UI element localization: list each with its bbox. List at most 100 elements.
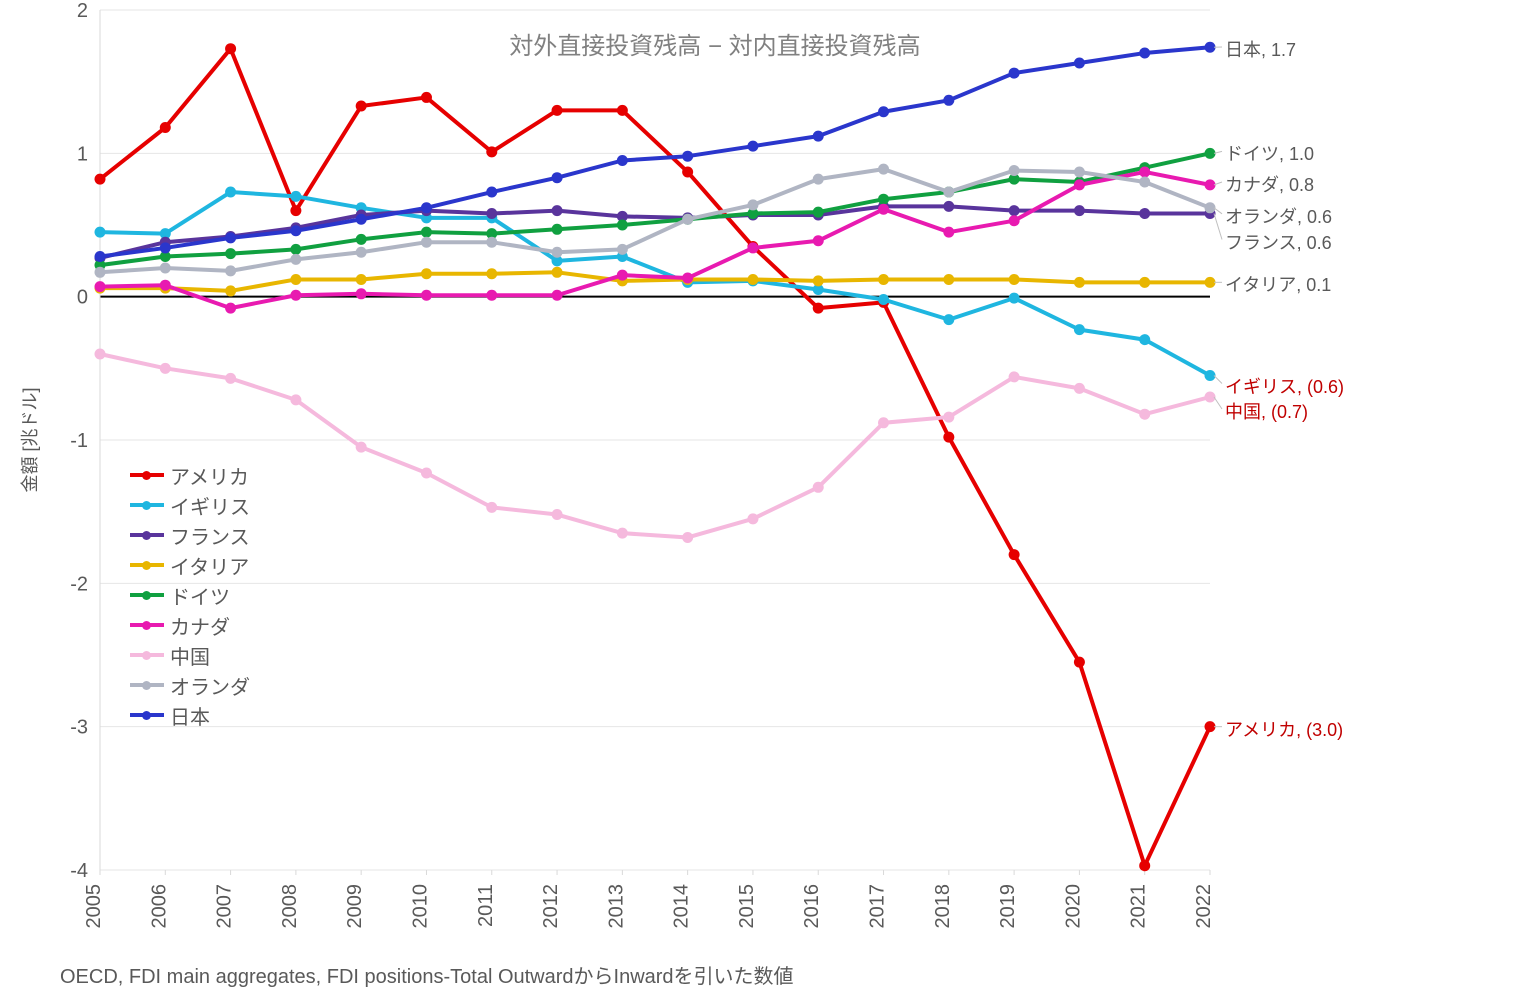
y-tick-label: 0 — [77, 287, 88, 309]
series-marker-italy — [421, 268, 432, 279]
series-marker-usa — [225, 43, 236, 54]
series-marker-china — [356, 442, 367, 453]
series-marker-netherlands — [878, 164, 889, 175]
series-marker-canada — [1205, 179, 1216, 190]
legend-swatch — [130, 533, 164, 537]
y-tick-label: -4 — [70, 860, 88, 882]
series-marker-china — [617, 528, 628, 539]
x-tick-label: 2021 — [1128, 884, 1150, 929]
series-marker-canada — [747, 242, 758, 253]
x-tick-label: 2005 — [83, 884, 105, 929]
end-label-leader — [1214, 397, 1222, 409]
series-marker-france — [1139, 208, 1150, 219]
series-marker-japan — [160, 242, 171, 253]
series-marker-uk — [878, 294, 889, 305]
series-marker-italy — [290, 274, 301, 285]
series-marker-usa — [1139, 860, 1150, 871]
series-marker-uk — [943, 314, 954, 325]
series-marker-usa — [290, 205, 301, 216]
x-tick-label: 2010 — [409, 884, 431, 929]
legend-label: 日本 — [170, 701, 210, 730]
series-marker-canada — [95, 281, 106, 292]
y-tick-label: -1 — [70, 430, 88, 452]
legend-swatch — [130, 683, 164, 687]
series-marker-italy — [225, 285, 236, 296]
series-marker-uk — [1139, 334, 1150, 345]
y-axis-label: 金額 [兆ドル] — [20, 387, 40, 492]
series-marker-canada — [552, 290, 563, 301]
series-marker-canada — [943, 227, 954, 238]
x-tick-label: 2022 — [1193, 884, 1215, 929]
series-marker-uk — [1074, 324, 1085, 335]
series-marker-china — [421, 467, 432, 478]
legend-item-canada: カナダ — [130, 610, 250, 640]
end-label-canada: カナダ, 0.8 — [1225, 171, 1314, 197]
legend-item-germany: ドイツ — [130, 580, 250, 610]
legend-label: 中国 — [170, 641, 210, 670]
series-marker-netherlands — [225, 265, 236, 276]
series-marker-uk — [95, 227, 106, 238]
series-marker-japan — [290, 225, 301, 236]
series-marker-china — [1074, 383, 1085, 394]
legend-swatch — [130, 473, 164, 477]
series-marker-usa — [1009, 549, 1020, 560]
series-marker-germany — [813, 207, 824, 218]
series-marker-japan — [943, 95, 954, 106]
chart-container: -4-3-2-101220052006200720082009201020112… — [0, 0, 1524, 995]
series-marker-netherlands — [1074, 166, 1085, 177]
series-marker-canada — [1009, 215, 1020, 226]
series-marker-japan — [1205, 42, 1216, 53]
end-label-italy: イタリア, 0.1 — [1225, 271, 1331, 297]
legend-swatch — [130, 563, 164, 567]
legend-swatch — [130, 713, 164, 717]
end-label-china: 中国, (0.7) — [1225, 398, 1308, 424]
series-marker-usa — [1205, 721, 1216, 732]
series-marker-germany — [1205, 148, 1216, 159]
legend-label: オランダ — [170, 671, 250, 700]
x-tick-label: 2014 — [671, 884, 693, 929]
series-marker-china — [747, 513, 758, 524]
x-tick-label: 2013 — [605, 884, 627, 929]
series-marker-canada — [160, 280, 171, 291]
series-marker-france — [1009, 205, 1020, 216]
series-marker-italy — [813, 275, 824, 286]
series-marker-china — [943, 412, 954, 423]
legend-swatch — [130, 503, 164, 507]
series-marker-italy — [1139, 277, 1150, 288]
legend-item-france: フランス — [130, 520, 250, 550]
legend-item-usa: アメリカ — [130, 460, 250, 490]
series-marker-japan — [682, 151, 693, 162]
series-marker-netherlands — [617, 244, 628, 255]
series-marker-japan — [225, 232, 236, 243]
series-marker-france — [552, 205, 563, 216]
series-marker-netherlands — [1139, 177, 1150, 188]
series-marker-canada — [617, 270, 628, 281]
series-marker-japan — [486, 187, 497, 198]
series-marker-germany — [290, 244, 301, 255]
series-marker-canada — [1074, 179, 1085, 190]
series-marker-germany — [421, 227, 432, 238]
legend-item-italy: イタリア — [130, 550, 250, 580]
series-marker-italy — [943, 274, 954, 285]
series-marker-canada — [356, 288, 367, 299]
series-marker-france — [1074, 205, 1085, 216]
series-marker-italy — [1205, 277, 1216, 288]
y-tick-label: -2 — [70, 573, 88, 595]
series-marker-japan — [1074, 58, 1085, 69]
footnote: OECD, FDI main aggregates, FDI positions… — [60, 960, 794, 989]
series-line-china — [100, 354, 1210, 537]
x-tick-label: 2017 — [867, 884, 889, 929]
y-tick-label: 2 — [77, 0, 88, 22]
series-marker-germany — [356, 234, 367, 245]
series-marker-uk — [1009, 293, 1020, 304]
series-marker-usa — [1074, 657, 1085, 668]
series-marker-italy — [552, 267, 563, 278]
legend-swatch — [130, 593, 164, 597]
series-marker-canada — [813, 235, 824, 246]
series-line-canada — [100, 172, 1210, 308]
series-marker-netherlands — [747, 199, 758, 210]
end-label-japan: 日本, 1.7 — [1225, 36, 1296, 62]
series-marker-italy — [1009, 274, 1020, 285]
series-marker-canada — [1139, 166, 1150, 177]
series-marker-china — [486, 502, 497, 513]
